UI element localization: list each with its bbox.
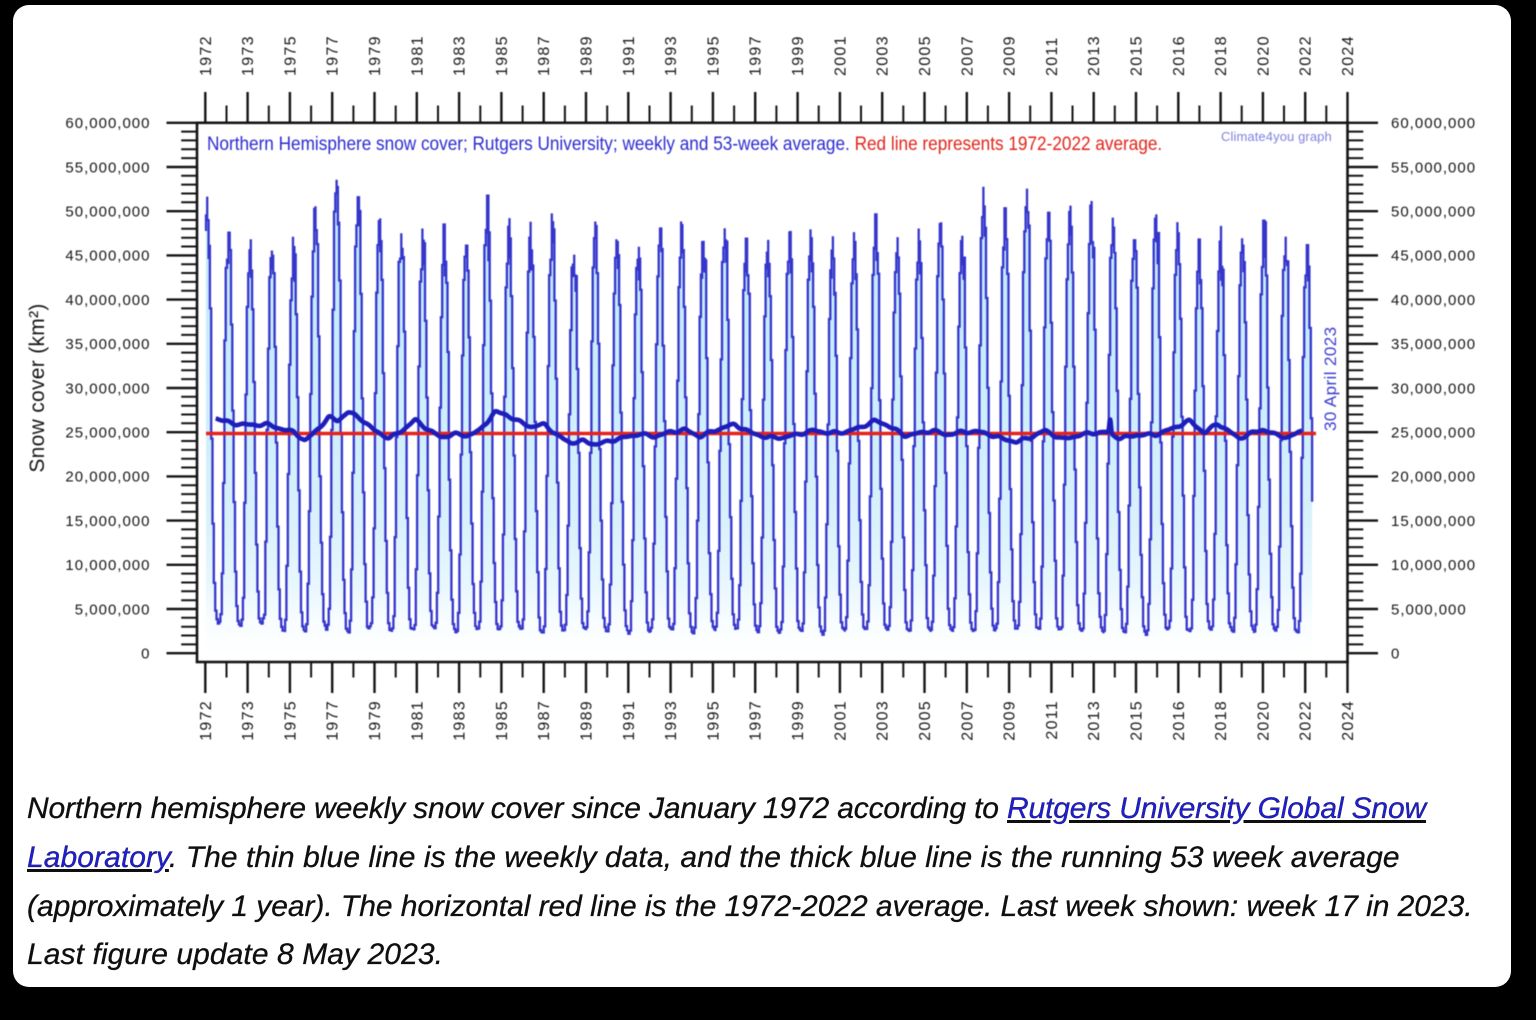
svg-text:1981: 1981	[409, 700, 426, 741]
svg-text:Northern Hemisphere snow cover: Northern Hemisphere snow cover; Rutgers …	[207, 133, 1162, 154]
svg-text:1975: 1975	[282, 700, 299, 741]
svg-text:1981: 1981	[409, 35, 426, 76]
svg-text:50,000,000: 50,000,000	[65, 204, 150, 221]
svg-text:2011: 2011	[1044, 36, 1061, 76]
svg-text:2005: 2005	[917, 700, 934, 741]
svg-text:60,000,000: 60,000,000	[1391, 115, 1476, 132]
svg-text:1997: 1997	[748, 35, 765, 76]
svg-text:30,000,000: 30,000,000	[1391, 380, 1476, 397]
svg-text:2016: 2016	[1171, 35, 1188, 76]
svg-text:2001: 2001	[832, 700, 849, 741]
svg-text:20,000,000: 20,000,000	[1391, 469, 1476, 486]
svg-text:10,000,000: 10,000,000	[1391, 557, 1476, 574]
svg-text:2009: 2009	[1002, 35, 1019, 76]
svg-text:1991: 1991	[621, 35, 638, 76]
svg-text:45,000,000: 45,000,000	[65, 248, 150, 265]
svg-text:35,000,000: 35,000,000	[65, 336, 150, 353]
svg-text:2013: 2013	[1086, 700, 1103, 741]
svg-text:1993: 1993	[663, 700, 680, 741]
svg-text:40,000,000: 40,000,000	[65, 292, 150, 309]
svg-text:60,000,000: 60,000,000	[65, 115, 150, 132]
svg-text:1999: 1999	[790, 35, 807, 76]
svg-text:25,000,000: 25,000,000	[65, 425, 150, 442]
svg-text:55,000,000: 55,000,000	[1391, 159, 1476, 176]
svg-text:2011: 2011	[1044, 700, 1061, 740]
svg-text:1997: 1997	[748, 700, 765, 741]
svg-text:50,000,000: 50,000,000	[1391, 204, 1476, 221]
svg-text:1999: 1999	[790, 700, 807, 741]
svg-text:30,000,000: 30,000,000	[65, 380, 150, 397]
svg-text:2013: 2013	[1086, 35, 1103, 76]
svg-text:2007: 2007	[959, 35, 976, 76]
svg-text:0: 0	[141, 646, 150, 663]
svg-text:2003: 2003	[875, 35, 892, 76]
svg-text:2007: 2007	[959, 700, 976, 741]
svg-text:25,000,000: 25,000,000	[1391, 425, 1476, 442]
svg-text:1972: 1972	[198, 700, 215, 741]
svg-text:5,000,000: 5,000,000	[75, 601, 151, 618]
svg-text:2020: 2020	[1255, 35, 1272, 76]
svg-text:2005: 2005	[917, 35, 934, 76]
svg-text:20,000,000: 20,000,000	[65, 469, 150, 486]
svg-text:2024: 2024	[1340, 700, 1357, 741]
svg-text:35,000,000: 35,000,000	[1391, 336, 1476, 353]
svg-text:2015: 2015	[1129, 700, 1146, 741]
svg-text:2022: 2022	[1298, 35, 1315, 76]
svg-text:15,000,000: 15,000,000	[65, 513, 150, 530]
svg-text:1985: 1985	[494, 35, 511, 76]
svg-text:1983: 1983	[452, 35, 469, 76]
svg-text:1985: 1985	[494, 700, 511, 741]
svg-text:45,000,000: 45,000,000	[1391, 248, 1476, 265]
svg-text:Snow cover (km²): Snow cover (km²)	[26, 303, 49, 472]
svg-text:2022: 2022	[1298, 700, 1315, 741]
svg-text:30 April 2023: 30 April 2023	[1321, 327, 1340, 431]
svg-text:Climate4you graph: Climate4you graph	[1221, 129, 1332, 144]
svg-text:1987: 1987	[536, 35, 553, 76]
svg-text:40,000,000: 40,000,000	[1391, 292, 1476, 309]
svg-text:55,000,000: 55,000,000	[65, 159, 150, 176]
svg-text:1995: 1995	[705, 700, 722, 741]
svg-text:1973: 1973	[240, 700, 257, 741]
svg-text:10,000,000: 10,000,000	[65, 557, 150, 574]
svg-text:2020: 2020	[1255, 700, 1272, 741]
svg-text:0: 0	[1391, 646, 1400, 663]
svg-text:1979: 1979	[367, 35, 384, 76]
svg-text:2003: 2003	[875, 700, 892, 741]
svg-text:5,000,000: 5,000,000	[1391, 601, 1467, 618]
svg-text:1991: 1991	[621, 700, 638, 741]
svg-text:1977: 1977	[325, 35, 342, 76]
svg-text:1979: 1979	[367, 700, 384, 741]
svg-text:1995: 1995	[705, 35, 722, 76]
svg-text:2018: 2018	[1213, 35, 1230, 76]
svg-text:1987: 1987	[536, 700, 553, 741]
svg-text:1983: 1983	[452, 700, 469, 741]
svg-text:2001: 2001	[832, 35, 849, 76]
svg-text:2024: 2024	[1340, 35, 1357, 76]
svg-text:15,000,000: 15,000,000	[1391, 513, 1476, 530]
svg-text:2018: 2018	[1213, 700, 1230, 741]
svg-text:1972: 1972	[198, 35, 215, 76]
svg-text:1989: 1989	[579, 700, 596, 741]
svg-text:1977: 1977	[325, 700, 342, 741]
svg-text:2009: 2009	[1002, 700, 1019, 741]
svg-text:2016: 2016	[1171, 700, 1188, 741]
svg-text:1989: 1989	[579, 35, 596, 76]
svg-text:1993: 1993	[663, 35, 680, 76]
svg-text:1975: 1975	[282, 35, 299, 76]
svg-text:2015: 2015	[1129, 35, 1146, 76]
svg-text:1973: 1973	[240, 35, 257, 76]
